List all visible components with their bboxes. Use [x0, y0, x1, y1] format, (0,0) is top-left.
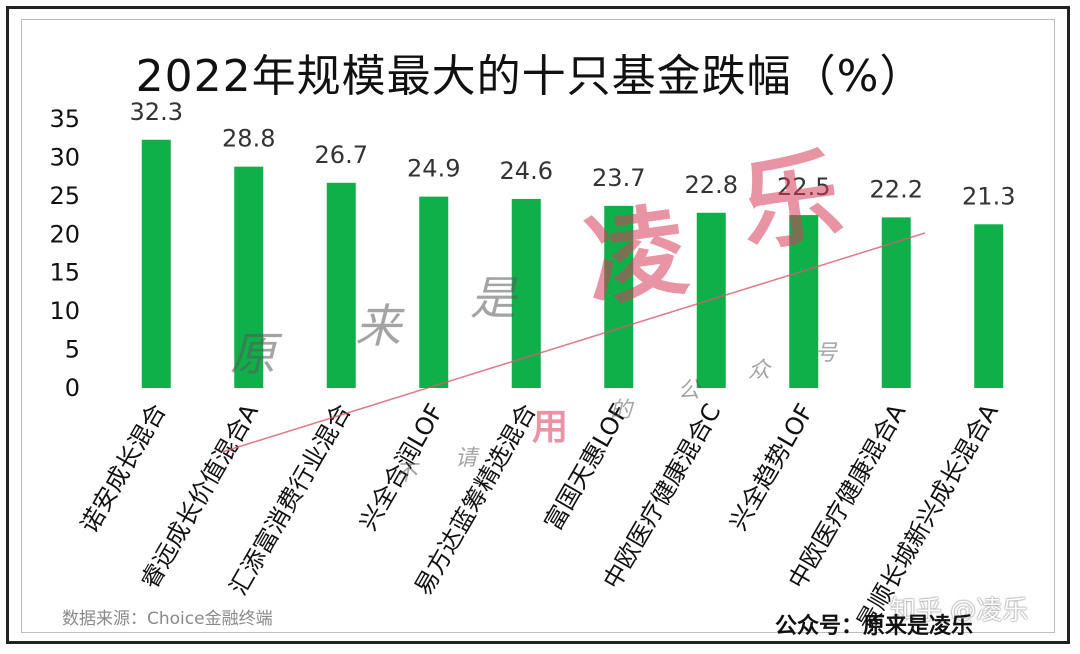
watermark-char: 乐 — [733, 135, 849, 267]
data-label: 22.2 — [870, 175, 923, 203]
y-tick-label: 30 — [49, 143, 80, 171]
watermark-char: 原 — [230, 327, 276, 381]
y-tick-label: 10 — [49, 297, 80, 325]
bar — [326, 182, 356, 388]
watermark-char: 来 — [355, 299, 401, 353]
account-label: 公众号：原来是凌乐 — [775, 614, 974, 639]
watermark-char: 号 — [815, 341, 838, 366]
watermark-char: 凌 — [578, 190, 694, 322]
data-labels: 32.3 28.8 26.7 24.9 24.6 23.7 22.8 22.5 22.2 21.3 — [130, 98, 1016, 211]
x-tick-label: 兴全趋势LOF — [724, 399, 819, 535]
bar — [604, 205, 634, 388]
bar — [141, 139, 171, 388]
bar — [881, 217, 911, 388]
watermark-char: 公 — [678, 378, 701, 403]
chart-inner-border — [21, 19, 1055, 633]
chart-title: 2022年规模最大的十只基金跌幅（%） — [135, 51, 925, 102]
y-tick-label: 15 — [49, 259, 80, 287]
zhihu-watermark: 知乎 @凌乐 — [890, 596, 1029, 626]
y-tick-label: 0 — [65, 374, 80, 402]
watermark-char: 的 — [610, 398, 633, 423]
watermark-char: 众 — [748, 358, 771, 383]
data-label: 26.7 — [315, 141, 368, 169]
data-label: 32.3 — [130, 98, 183, 126]
data-label: 24.9 — [407, 155, 460, 183]
watermark-char: 用 — [532, 406, 569, 448]
bars — [141, 139, 1004, 388]
data-label: 23.7 — [592, 164, 645, 192]
data-label: 22.8 — [685, 171, 738, 199]
data-label: 21.3 — [962, 182, 1015, 210]
data-label: 24.6 — [500, 157, 553, 185]
y-tick-label: 20 — [49, 220, 80, 248]
bar — [419, 196, 449, 388]
data-label: 22.5 — [777, 173, 830, 201]
data-source-note: 数据来源：Choice金融终端 — [62, 609, 273, 629]
y-tick-label: 35 — [49, 105, 80, 133]
watermark-char: 不 — [395, 461, 418, 486]
bar — [234, 166, 264, 388]
bar — [974, 224, 1004, 388]
y-axis: 0 5 10 15 20 25 30 35 — [49, 105, 80, 402]
y-tick-label: 25 — [49, 182, 80, 210]
data-label: 28.8 — [222, 125, 275, 153]
watermark-char: 是 — [470, 271, 516, 325]
x-tick-label: 诺安成长混合 — [75, 399, 171, 538]
trend-line-decoration — [221, 232, 926, 453]
watermark-char: 请 — [455, 446, 478, 471]
y-tick-label: 5 — [65, 336, 80, 364]
bar — [696, 212, 726, 388]
bar — [789, 215, 819, 388]
